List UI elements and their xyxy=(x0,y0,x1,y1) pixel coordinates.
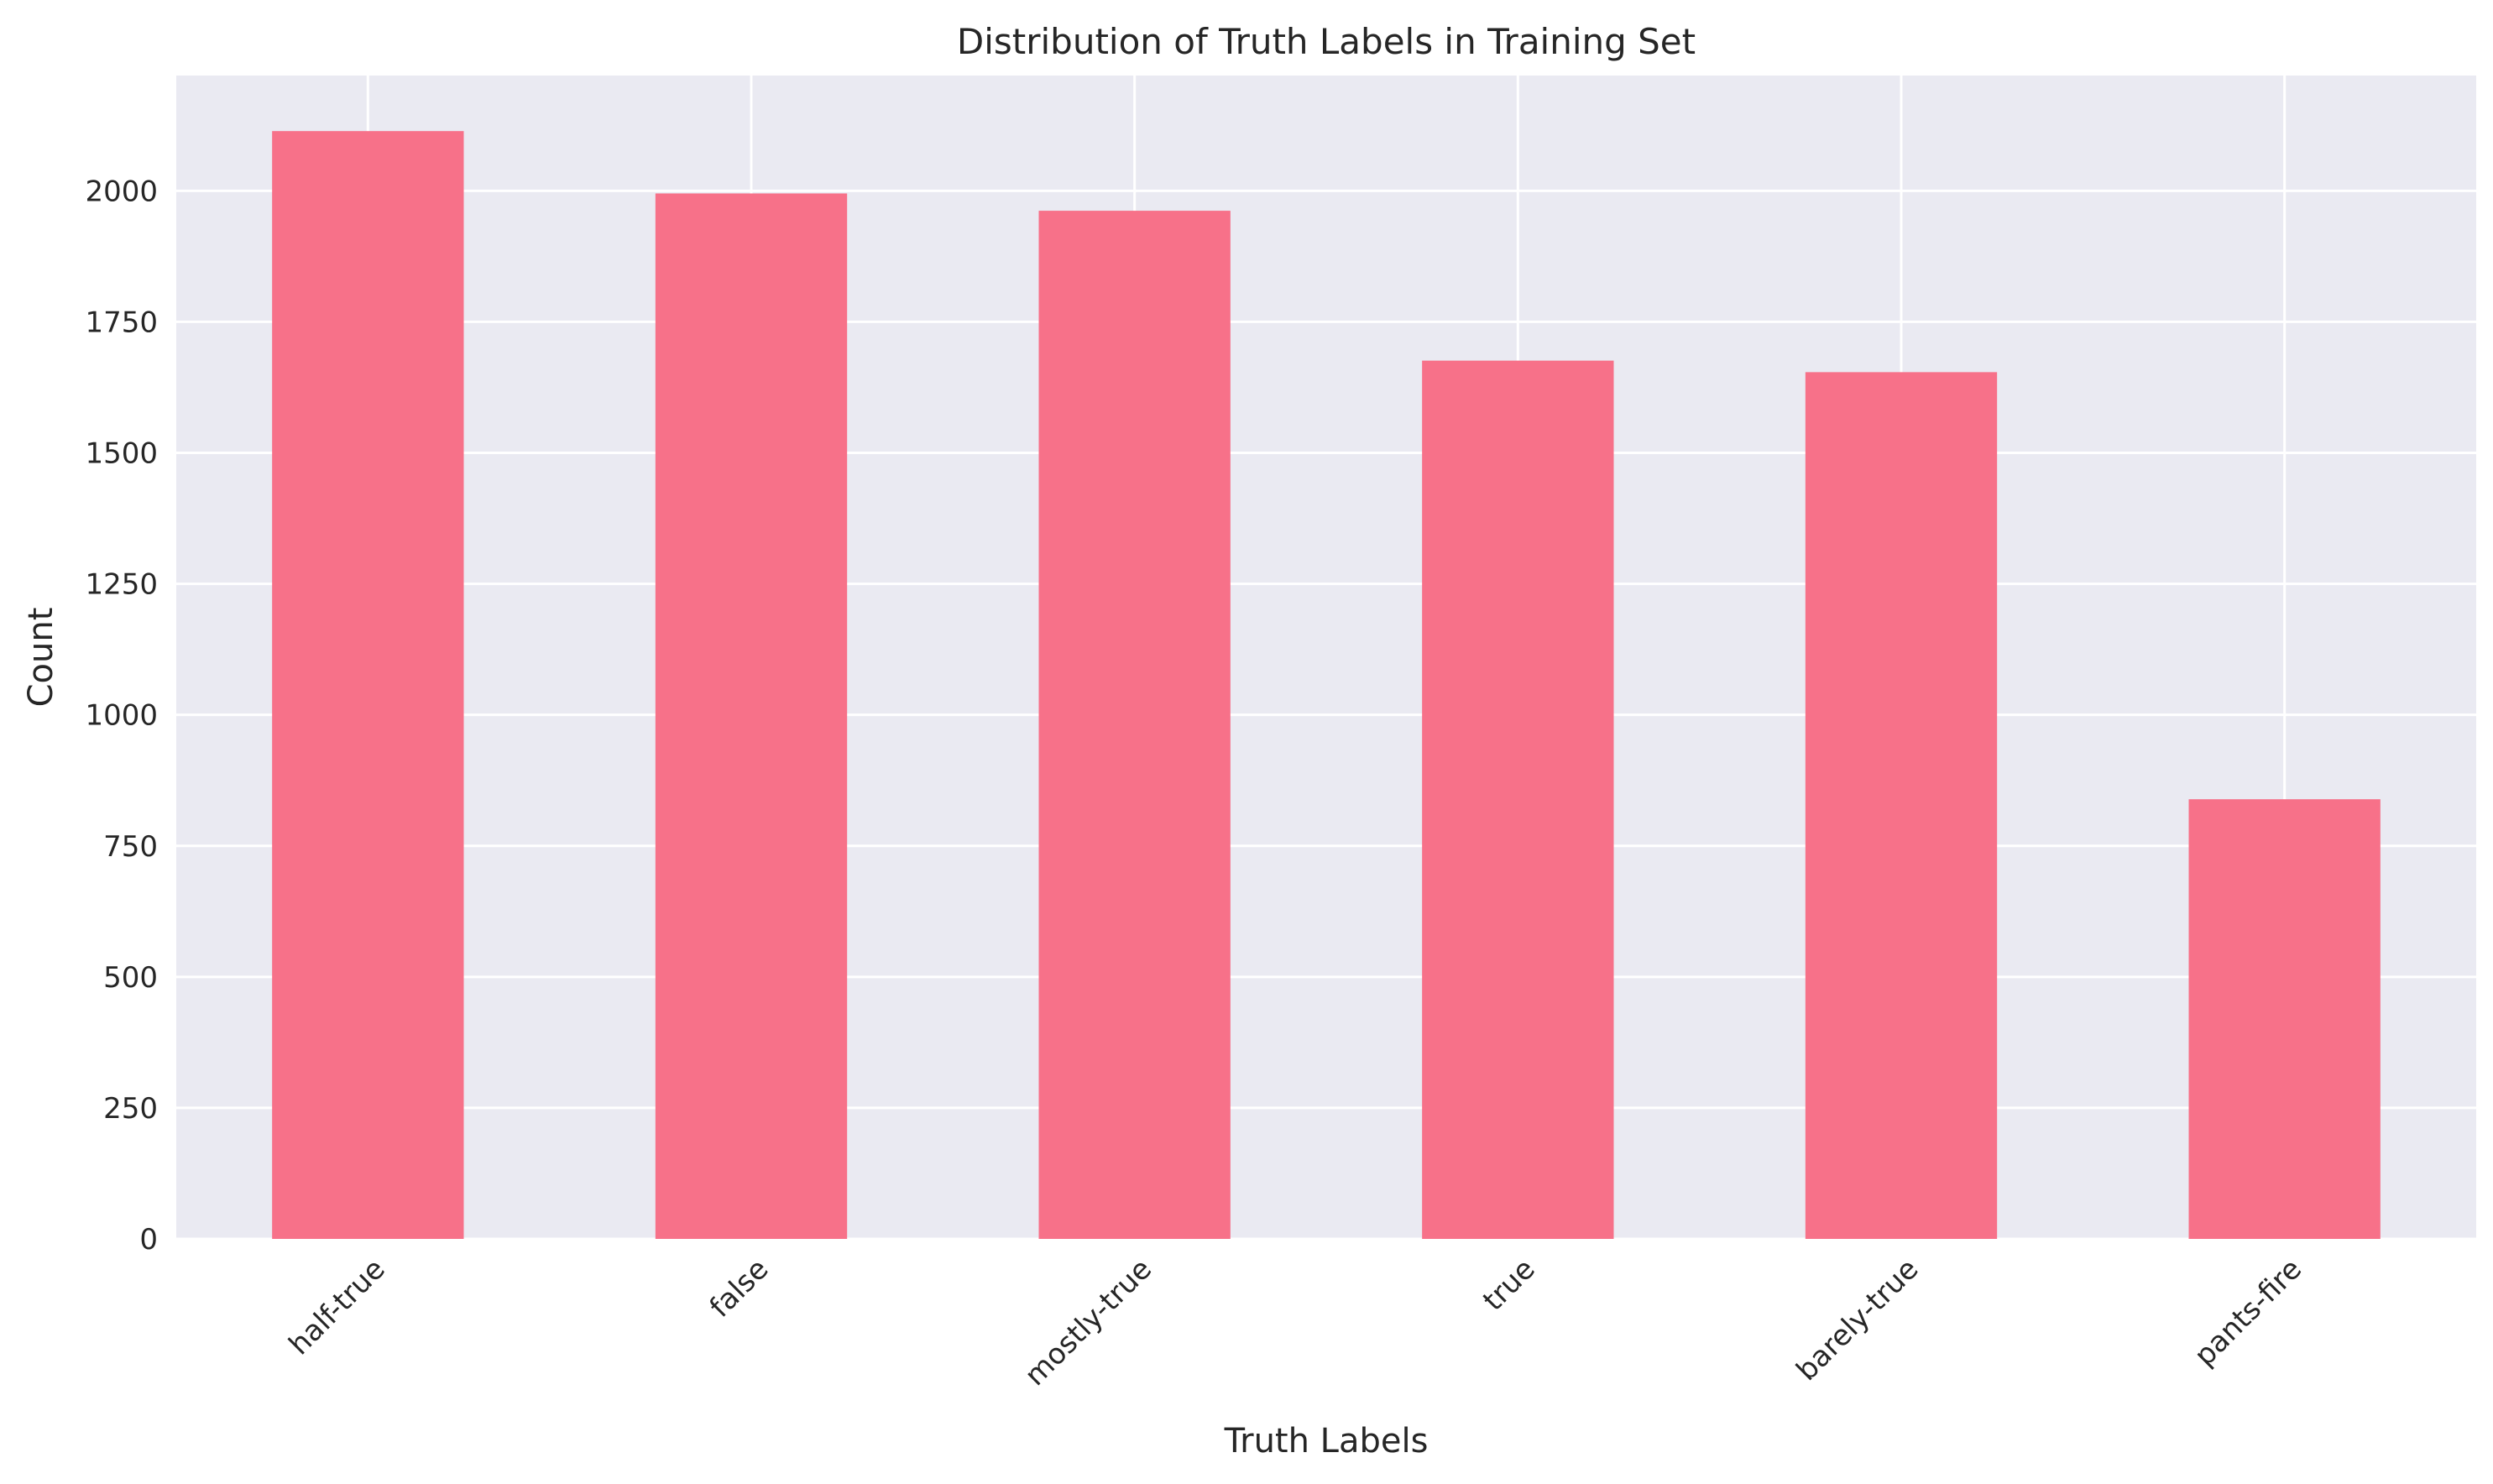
y-tick-label: 2000 xyxy=(85,175,158,208)
bar-true xyxy=(1422,360,1614,1239)
y-tick-label: 1500 xyxy=(85,437,158,471)
y-tick-label: 1750 xyxy=(85,306,158,339)
bar-pants-fire xyxy=(2188,799,2381,1239)
chart-title: Distribution of Truth Labels in Training… xyxy=(957,21,1696,62)
x-tick-label: half-true xyxy=(283,1252,392,1361)
y-tick-label: 0 xyxy=(139,1223,158,1257)
y-gridlines xyxy=(176,189,2476,1241)
x-tick-label: mostly-true xyxy=(1018,1252,1158,1393)
x-tick-label: pants-fire xyxy=(2188,1252,2308,1372)
y-tick-label: 750 xyxy=(103,830,158,864)
bars xyxy=(272,131,2381,1240)
x-axis-label: Truth Labels xyxy=(1224,1422,1429,1460)
x-tick-label: true xyxy=(1476,1252,1542,1318)
x-tick-labels: half-true false mostly-true true barely-true… xyxy=(283,1252,2308,1393)
bar-half-true xyxy=(272,131,464,1240)
bar-barely-true xyxy=(1805,372,1998,1239)
x-tick-label: barely-true xyxy=(1790,1252,1925,1387)
y-tick-label: 1250 xyxy=(85,568,158,602)
bar-mostly-true xyxy=(1038,211,1231,1239)
y-tick-label: 250 xyxy=(103,1092,158,1126)
plot-background xyxy=(176,76,2476,1239)
y-tick-labels: 0 250 500 750 1000 1250 1500 1750 2000 xyxy=(85,175,158,1257)
y-tick-label: 500 xyxy=(103,961,158,995)
y-axis-label: Count xyxy=(22,608,60,708)
bar-false xyxy=(655,193,848,1239)
x-tick-label: false xyxy=(703,1252,775,1324)
y-tick-label: 1000 xyxy=(85,699,158,733)
